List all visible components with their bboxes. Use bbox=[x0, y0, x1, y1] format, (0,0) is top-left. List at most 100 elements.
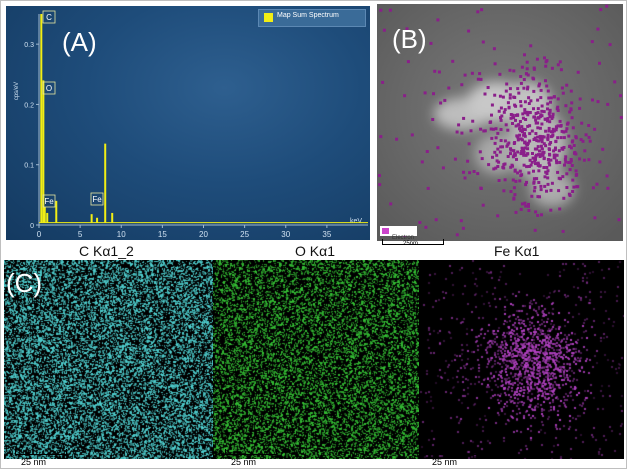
fe-point bbox=[590, 40, 594, 44]
fe-point bbox=[526, 85, 530, 89]
fe-point bbox=[551, 112, 555, 116]
fe-point bbox=[549, 96, 553, 100]
fe-point bbox=[466, 159, 470, 163]
fe-point bbox=[530, 129, 534, 133]
fe-point bbox=[545, 166, 549, 169]
peak-label: Fe bbox=[44, 197, 54, 206]
fe-point bbox=[501, 145, 504, 149]
fe-point bbox=[423, 91, 427, 95]
fe-point bbox=[591, 98, 594, 102]
fe-point bbox=[550, 134, 554, 138]
fe-point bbox=[493, 62, 497, 66]
fe-point bbox=[512, 69, 516, 73]
fe-point bbox=[570, 101, 574, 105]
fe-point bbox=[578, 97, 582, 101]
fe-point bbox=[431, 118, 435, 121]
fe-point bbox=[461, 226, 465, 230]
fe-point bbox=[568, 144, 572, 148]
fe-point bbox=[546, 117, 550, 120]
fe-point bbox=[523, 108, 527, 112]
fe-point bbox=[522, 86, 526, 90]
fe-point bbox=[562, 136, 566, 140]
fe-point bbox=[536, 145, 540, 149]
fe-points bbox=[378, 4, 623, 237]
fe-point bbox=[495, 153, 499, 157]
fe-point bbox=[578, 157, 582, 161]
fe-point bbox=[506, 155, 510, 158]
fe-point bbox=[550, 130, 553, 134]
fe-point bbox=[508, 68, 512, 72]
eds-spectrum-panel: 0 0.1 0.2 0.3 0 5 10 15 20 25 30 35 cps/eV keV C O Fe Fe … bbox=[6, 6, 370, 240]
fe-point bbox=[519, 207, 523, 211]
fe-point bbox=[563, 158, 567, 161]
fe-point bbox=[496, 131, 500, 135]
fe-point bbox=[532, 66, 536, 70]
fe-point bbox=[562, 130, 566, 134]
fe-point bbox=[537, 139, 541, 143]
fe-point bbox=[529, 163, 533, 167]
fe-point bbox=[552, 149, 556, 153]
fe-point bbox=[540, 147, 544, 151]
fe-point bbox=[511, 113, 515, 117]
oxygen-scale-bar bbox=[225, 449, 277, 455]
fe-point bbox=[476, 10, 480, 14]
fe-point bbox=[540, 109, 544, 113]
fe-point bbox=[572, 144, 576, 147]
fe-point bbox=[536, 107, 540, 111]
fe-point bbox=[574, 135, 578, 139]
fe-point bbox=[521, 116, 525, 120]
fe-point bbox=[556, 105, 560, 109]
fe-point bbox=[534, 162, 537, 166]
fe-point bbox=[532, 138, 536, 141]
fe-point bbox=[547, 147, 551, 151]
fe-point bbox=[514, 210, 518, 214]
fe-point bbox=[599, 8, 603, 12]
fe-point bbox=[613, 80, 617, 84]
spectrum-chart: 0 0.1 0.2 0.3 0 5 10 15 20 25 30 35 cps/eV keV C O Fe Fe bbox=[14, 10, 368, 239]
fe-point bbox=[497, 179, 501, 182]
fe-point bbox=[559, 68, 563, 72]
fe-point bbox=[469, 129, 473, 133]
fe-point bbox=[551, 115, 555, 119]
fe-point bbox=[493, 93, 497, 97]
fe-point bbox=[467, 142, 471, 146]
fe-point bbox=[395, 137, 399, 141]
fe-point bbox=[420, 160, 424, 164]
fe-point bbox=[571, 126, 575, 130]
fe-point bbox=[567, 134, 571, 138]
fe-point bbox=[495, 159, 499, 163]
fe-point bbox=[595, 182, 599, 186]
fe-point bbox=[457, 123, 461, 127]
fe-point bbox=[546, 89, 550, 93]
fe-point bbox=[540, 140, 544, 144]
fe-point bbox=[503, 178, 507, 182]
fe-point bbox=[535, 177, 539, 181]
fe-point bbox=[476, 172, 480, 176]
fe-point bbox=[539, 88, 543, 92]
fe-point bbox=[561, 175, 565, 179]
fe-point bbox=[531, 76, 535, 80]
fe-point bbox=[521, 127, 525, 131]
fe-point bbox=[518, 126, 522, 130]
fe-point bbox=[553, 156, 557, 160]
fe-point bbox=[546, 133, 550, 137]
fe-point bbox=[561, 147, 565, 151]
fe-point bbox=[467, 29, 471, 33]
iron-map-image bbox=[419, 260, 624, 459]
fe-point bbox=[535, 147, 539, 151]
fe-point bbox=[521, 130, 524, 134]
fe-point bbox=[512, 95, 516, 99]
fe-point bbox=[522, 151, 526, 154]
fe-point bbox=[544, 79, 547, 83]
fe-point bbox=[389, 202, 393, 206]
fe-point bbox=[539, 188, 543, 192]
fe-point bbox=[532, 89, 536, 93]
fe-point bbox=[516, 150, 520, 154]
fe-point bbox=[539, 153, 543, 157]
fe-point bbox=[536, 126, 540, 130]
fe-point bbox=[584, 133, 588, 137]
fe-point bbox=[491, 127, 495, 131]
fe-point bbox=[526, 152, 530, 156]
fe-point bbox=[498, 94, 502, 98]
fe-point bbox=[522, 163, 526, 167]
